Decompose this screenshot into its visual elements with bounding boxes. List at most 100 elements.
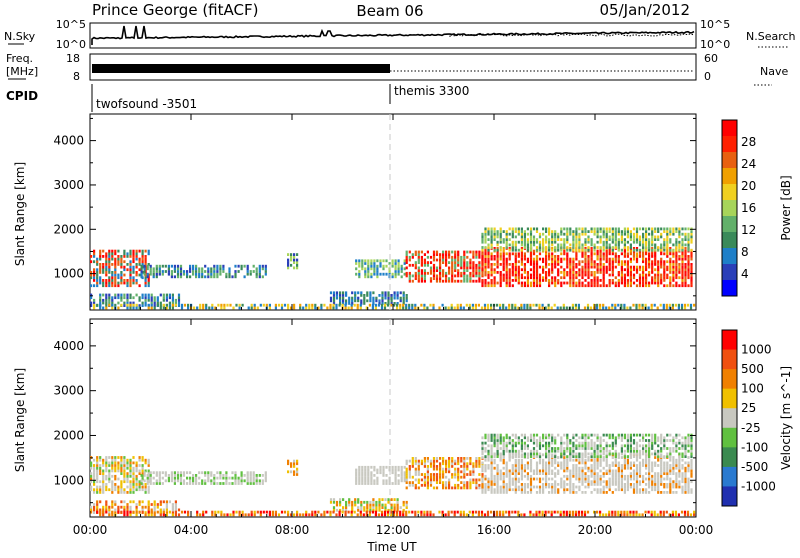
range-gate-cell (675, 230, 677, 233)
range-gate-cell (154, 503, 156, 506)
range-gate-cell (370, 275, 372, 278)
range-gate-cell (129, 304, 131, 307)
range-gate-cell (287, 304, 289, 307)
range-gate-cell (484, 246, 486, 249)
y-tick-label: 4000 (53, 339, 84, 353)
range-gate-cell (654, 238, 656, 241)
range-gate-cell (189, 265, 191, 268)
range-gate-cell (345, 506, 347, 509)
range-gate-cell (168, 267, 170, 270)
range-gate-cell (472, 256, 474, 259)
range-gate-cell (681, 459, 683, 462)
range-gate-cell (123, 294, 125, 297)
range-gate-cell (478, 479, 480, 482)
range-gate-cell (551, 436, 553, 439)
range-gate-cell (533, 238, 535, 241)
range-gate-cell (503, 276, 505, 279)
range-gate-cell (509, 228, 511, 231)
range-gate-cell (663, 511, 665, 514)
range-gate-cell (675, 442, 677, 445)
range-gate-cell (141, 265, 143, 268)
range-gate-cell (554, 480, 556, 483)
range-gate-cell (247, 471, 249, 474)
range-gate-cell (361, 262, 363, 265)
range-gate-cell (557, 307, 559, 310)
range-gate-cell (512, 241, 514, 244)
range-gate-cell (226, 513, 228, 516)
range-gate-cell (618, 274, 620, 277)
range-gate-cell (615, 472, 617, 475)
range-gate-cell (624, 246, 626, 249)
range-gate-cell (96, 263, 98, 266)
range-gate-cell (93, 483, 95, 486)
range-gate-cell (430, 479, 432, 482)
range-gate-cell (678, 249, 680, 252)
range-gate-cell (515, 266, 517, 269)
range-gate-cell (481, 511, 483, 514)
range-gate-cell (392, 469, 394, 472)
range-gate-cell (375, 304, 377, 307)
range-gate-cell (563, 486, 565, 489)
range-gate-cell (169, 294, 171, 297)
range-gate-cell (584, 271, 586, 274)
range-gate-cell (99, 276, 101, 279)
range-gate-cell (654, 244, 656, 247)
range-gate-cell (684, 238, 686, 241)
range-gate-cell (199, 307, 201, 310)
range-gate-cell (481, 442, 483, 445)
range-gate-cell (681, 444, 683, 447)
range-gate-cell (530, 439, 532, 442)
range-gate-cell (606, 462, 608, 465)
range-gate-cell (591, 230, 593, 233)
range-gate-cell (597, 467, 599, 470)
range-gate-cell (690, 233, 692, 236)
range-gate-cell (563, 241, 565, 244)
range-gate-cell (603, 249, 605, 252)
range-gate-cell (454, 468, 456, 471)
range-gate-cell (139, 260, 141, 263)
range-gate-cell (611, 513, 613, 516)
range-gate-cell (93, 470, 95, 473)
range-gate-cell (475, 460, 477, 463)
range-gate-cell (358, 482, 360, 485)
range-gate-cell (156, 479, 158, 482)
range-gate-cell (406, 267, 408, 270)
range-gate-cell (515, 274, 517, 277)
range-gate-cell (533, 271, 535, 274)
range-gate-cell (578, 233, 580, 236)
range-gate-cell (651, 238, 653, 241)
range-gate-cell (657, 475, 659, 478)
range-gate-cell (672, 439, 674, 442)
range-gate-cell (545, 436, 547, 439)
range-gate-cell (394, 294, 396, 297)
range-gate-cell (96, 470, 98, 473)
range-gate-cell (370, 471, 372, 474)
range-gate-cell (198, 471, 200, 474)
range-gate-cell (684, 304, 686, 307)
range-gate-cell (518, 453, 520, 456)
range-gate-cell (609, 250, 611, 253)
range-gate-cell (648, 274, 650, 277)
range-gate-cell (148, 462, 150, 465)
range-gate-cell (381, 304, 383, 307)
range-gate-cell (594, 233, 596, 236)
range-gate-cell (463, 484, 465, 487)
range-gate-cell (608, 307, 610, 310)
range-gate-cell (457, 280, 459, 283)
range-gate-cell (660, 475, 662, 478)
range-gate-cell (345, 501, 347, 504)
range-gate-cell (250, 482, 252, 485)
range-gate-cell (578, 475, 580, 478)
range-gate-cell (672, 284, 674, 287)
range-gate-cell (136, 470, 138, 473)
range-gate-cell (630, 244, 632, 247)
range-gate-cell (575, 513, 577, 516)
range-gate-cell (129, 483, 131, 486)
range-gate-cell (584, 480, 586, 483)
range-gate-cell (330, 299, 332, 302)
range-gate-cell (533, 472, 535, 475)
range-gate-cell (675, 246, 677, 249)
range-gate-cell (515, 455, 517, 458)
range-gate-cell (430, 481, 432, 484)
range-gate-cell (424, 261, 426, 264)
